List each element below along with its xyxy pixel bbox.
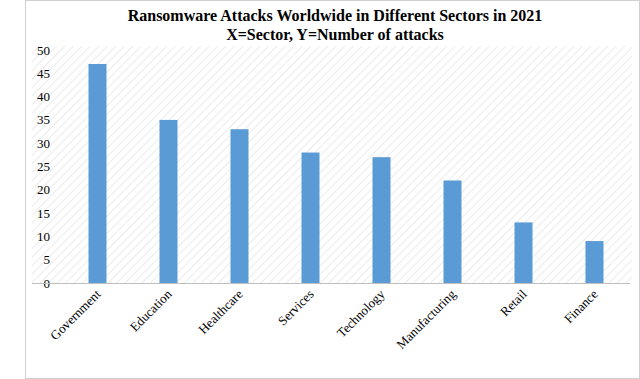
x-tick-label: Education: [127, 286, 175, 334]
bar: [302, 153, 320, 283]
y-tick-label: 5: [44, 252, 51, 267]
y-tick-label: 10: [37, 229, 50, 244]
tick-mark: [58, 213, 62, 214]
tick-mark: [58, 143, 62, 144]
x-tick-label: Finance: [561, 286, 601, 326]
x-tick-label: Services: [275, 287, 317, 329]
bar: [586, 241, 604, 283]
chart-title: Ransomware Attacks Worldwide in Differen…: [128, 7, 543, 24]
x-tick-label: Retail: [497, 286, 530, 319]
tick-mark: [58, 50, 62, 51]
y-tick-label: 30: [37, 136, 50, 151]
y-tick-label: 50: [37, 43, 50, 58]
tick-mark: [58, 73, 62, 74]
bar: [515, 222, 533, 283]
x-tick-label: Government: [47, 286, 104, 343]
chart-subtitle: X=Sector, Y=Number of attacks: [226, 26, 444, 43]
tick-mark: [58, 236, 62, 237]
bar: [444, 180, 462, 283]
bar: [160, 120, 178, 283]
tick-mark: [58, 259, 62, 260]
plot-background: [32, 46, 632, 283]
bars: [89, 64, 604, 283]
y-tick-label: 15: [37, 206, 50, 221]
tick-mark: [58, 119, 62, 120]
y-tick-label: 45: [37, 66, 50, 81]
bar: [373, 157, 391, 283]
bar: [231, 129, 249, 283]
chart-svg: Ransomware Attacks Worldwide in Differen…: [0, 0, 640, 379]
y-tick-label: 35: [37, 112, 50, 127]
tick-mark: [58, 166, 62, 167]
x-tick-label: Technology: [334, 286, 388, 340]
y-tick-label: 20: [37, 182, 50, 197]
x-tick-label: Healthcare: [195, 286, 246, 337]
bar: [89, 64, 107, 283]
chart: Ransomware Attacks Worldwide in Differen…: [0, 0, 640, 379]
y-tick-label: 40: [37, 89, 50, 104]
y-tick-label: 25: [37, 159, 50, 174]
x-axis-line: [32, 283, 630, 284]
x-tick-label: Manufacturing: [393, 286, 459, 352]
chart-frame: [26, 1, 640, 379]
tick-mark: [58, 189, 62, 190]
tick-mark: [58, 96, 62, 97]
